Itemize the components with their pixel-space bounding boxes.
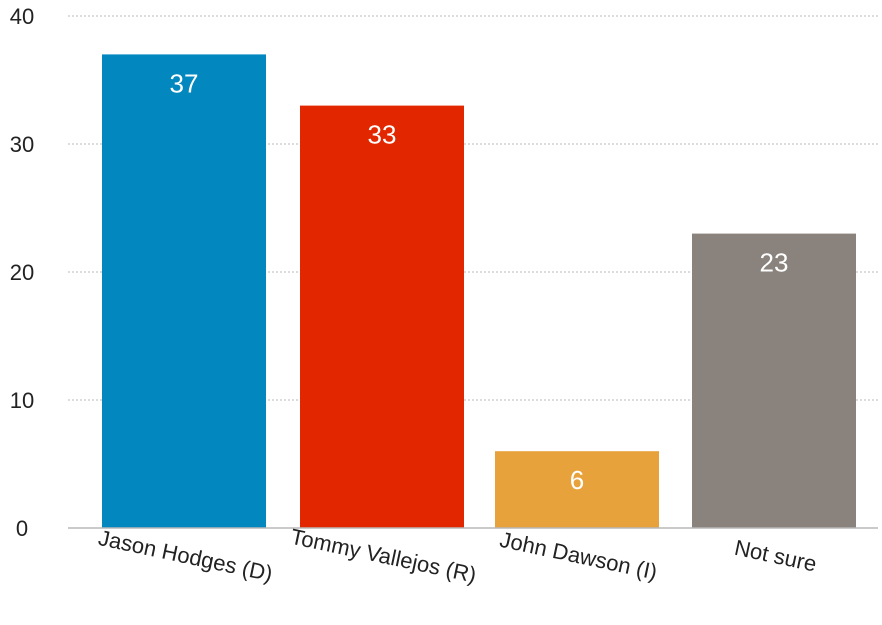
y-tick-label: 10 xyxy=(10,388,34,413)
data-label: 23 xyxy=(760,248,789,278)
y-tick-label: 30 xyxy=(10,132,34,157)
bar-2 xyxy=(300,105,464,528)
bar-1 xyxy=(102,54,266,529)
x-category-label: John Dawson (I) xyxy=(498,527,660,585)
data-label: 37 xyxy=(170,68,199,98)
bar-3 xyxy=(495,451,659,528)
data-label: 33 xyxy=(368,120,397,150)
x-category-label: Jason Hodges (D) xyxy=(96,525,275,586)
bars xyxy=(102,54,856,529)
y-axis-ticks: 0 10 20 30 40 xyxy=(10,4,34,541)
data-label: 6 xyxy=(570,465,584,495)
y-tick-label: 0 xyxy=(16,516,28,541)
data-labels: 37 33 6 23 xyxy=(170,68,789,495)
bar-4 xyxy=(692,233,856,528)
y-tick-label: 20 xyxy=(10,260,34,285)
y-tick-label: 40 xyxy=(10,4,34,29)
x-category-label: Not sure xyxy=(732,535,819,577)
x-category-label: Tommy Vallejos (R) xyxy=(288,524,478,588)
x-axis-categories: Jason Hodges (D) Tommy Vallejos (R) John D… xyxy=(96,524,819,588)
grid-lines xyxy=(68,15,878,401)
